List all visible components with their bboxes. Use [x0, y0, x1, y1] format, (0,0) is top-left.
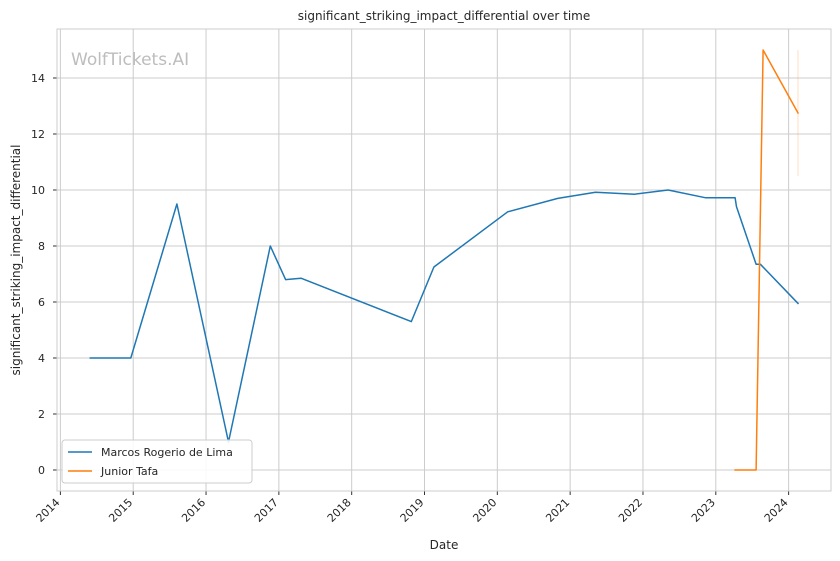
legend-box	[61, 439, 253, 484]
series-layer	[89, 49, 800, 471]
y-axis: 0 2 4 6 8 10 12 14	[31, 72, 57, 477]
y-tick-label: 2	[38, 408, 45, 421]
chart-title: significant_striking_impact_differential…	[298, 9, 590, 23]
y-axis-title: significant_striking_impact_differential	[9, 145, 23, 376]
plot-frame	[56, 28, 832, 492]
y-tick-label: 8	[38, 240, 45, 253]
y-tick-label: 14	[31, 72, 45, 85]
y-tick-label: 4	[38, 352, 45, 365]
legend: Marcos Rogerio de Lima Junior Tafa	[61, 439, 253, 484]
series-0-line	[89, 189, 800, 443]
y-tick-label: 10	[31, 184, 45, 197]
y-tick-label: 0	[38, 464, 45, 477]
y-tick-label: 12	[31, 128, 45, 141]
watermark: WolfTickets.AI	[71, 50, 189, 70]
y-tick-label: 6	[38, 296, 45, 309]
legend-label-0: Marcos Rogerio de Lima	[101, 446, 233, 459]
series-1-line	[734, 49, 800, 471]
gridlines	[57, 29, 831, 491]
x-axis-title: Date	[430, 538, 459, 552]
legend-label-1: Junior Tafa	[100, 465, 158, 478]
